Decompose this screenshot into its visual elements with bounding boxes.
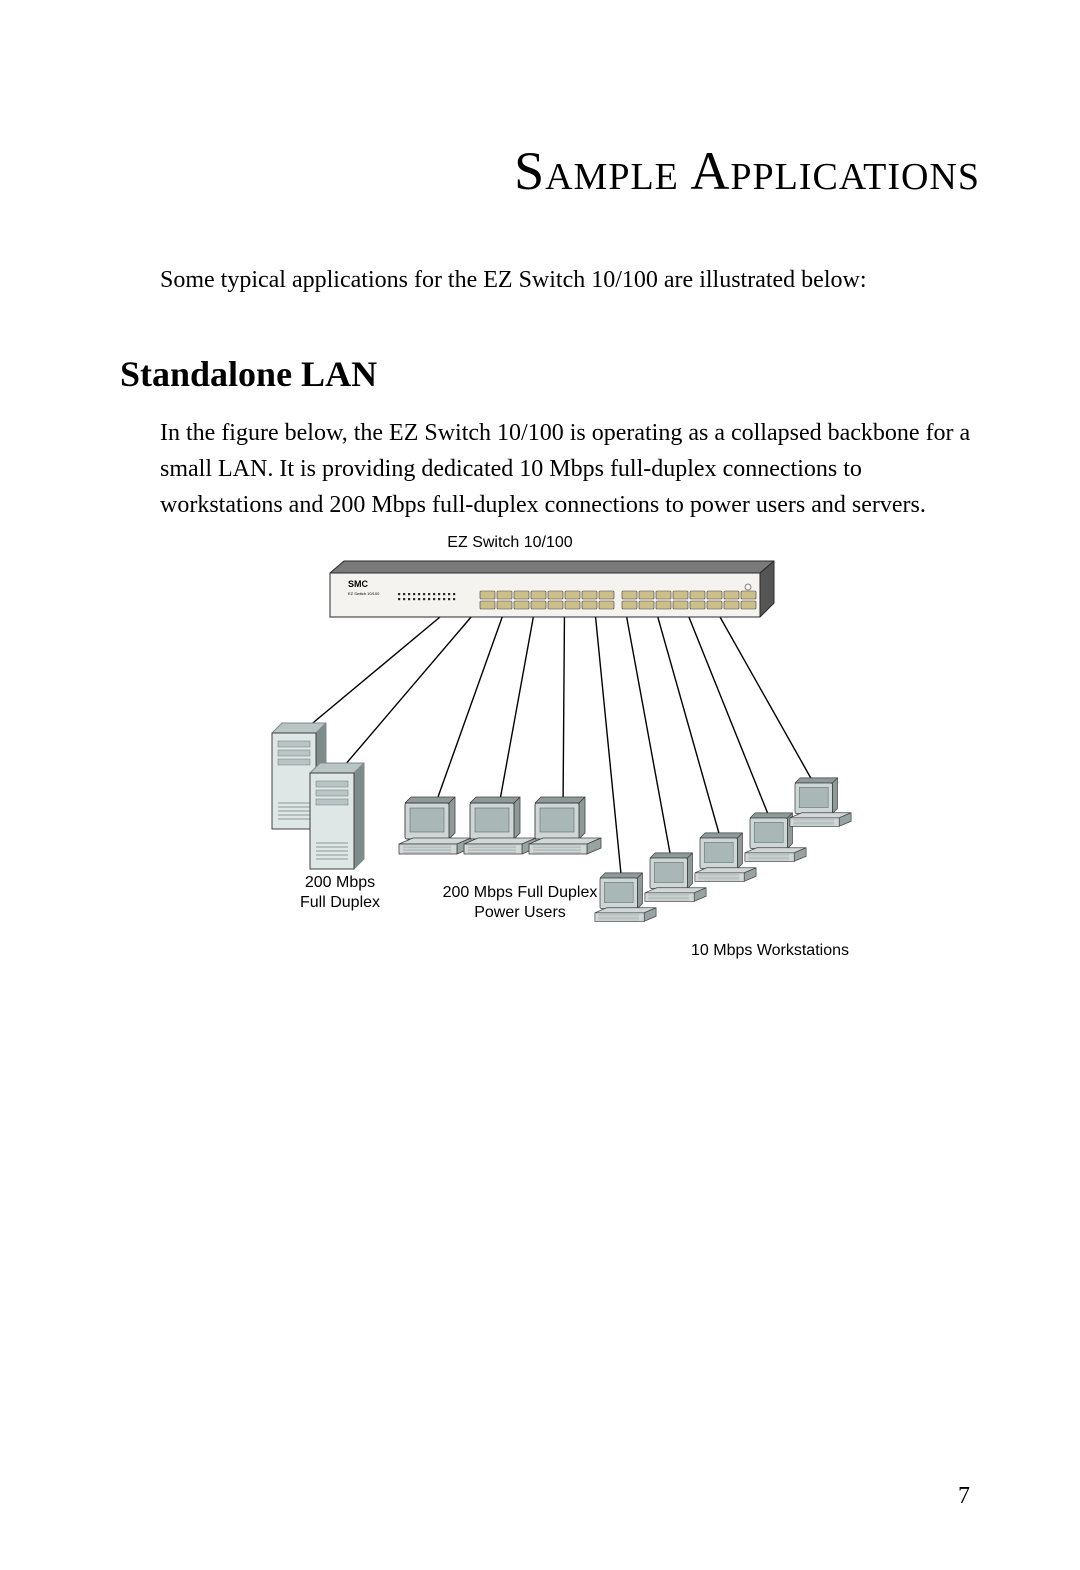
workstations-label: 10 Mbps Workstations	[660, 941, 880, 961]
network-diagram: SMC EZ Switch 10/100 EZ Switch 10/100 200 …	[180, 533, 900, 973]
svg-text:SMC: SMC	[348, 579, 369, 589]
svg-text:EZ Switch 10/100: EZ Switch 10/100	[348, 591, 380, 596]
intro-text: Some typical applications for the EZ Swi…	[160, 262, 980, 298]
section-heading: Standalone LAN	[120, 353, 980, 395]
page-title: Sample Applications	[120, 140, 980, 202]
powerusers-label: 200 Mbps Full DuplexPower Users	[420, 883, 620, 923]
servers-label: 200 MbpsFull Duplex	[280, 873, 400, 913]
switch-label: EZ Switch 10/100	[420, 533, 600, 553]
page-number: 7	[958, 1483, 970, 1510]
section-body: In the figure below, the EZ Switch 10/10…	[160, 415, 980, 523]
